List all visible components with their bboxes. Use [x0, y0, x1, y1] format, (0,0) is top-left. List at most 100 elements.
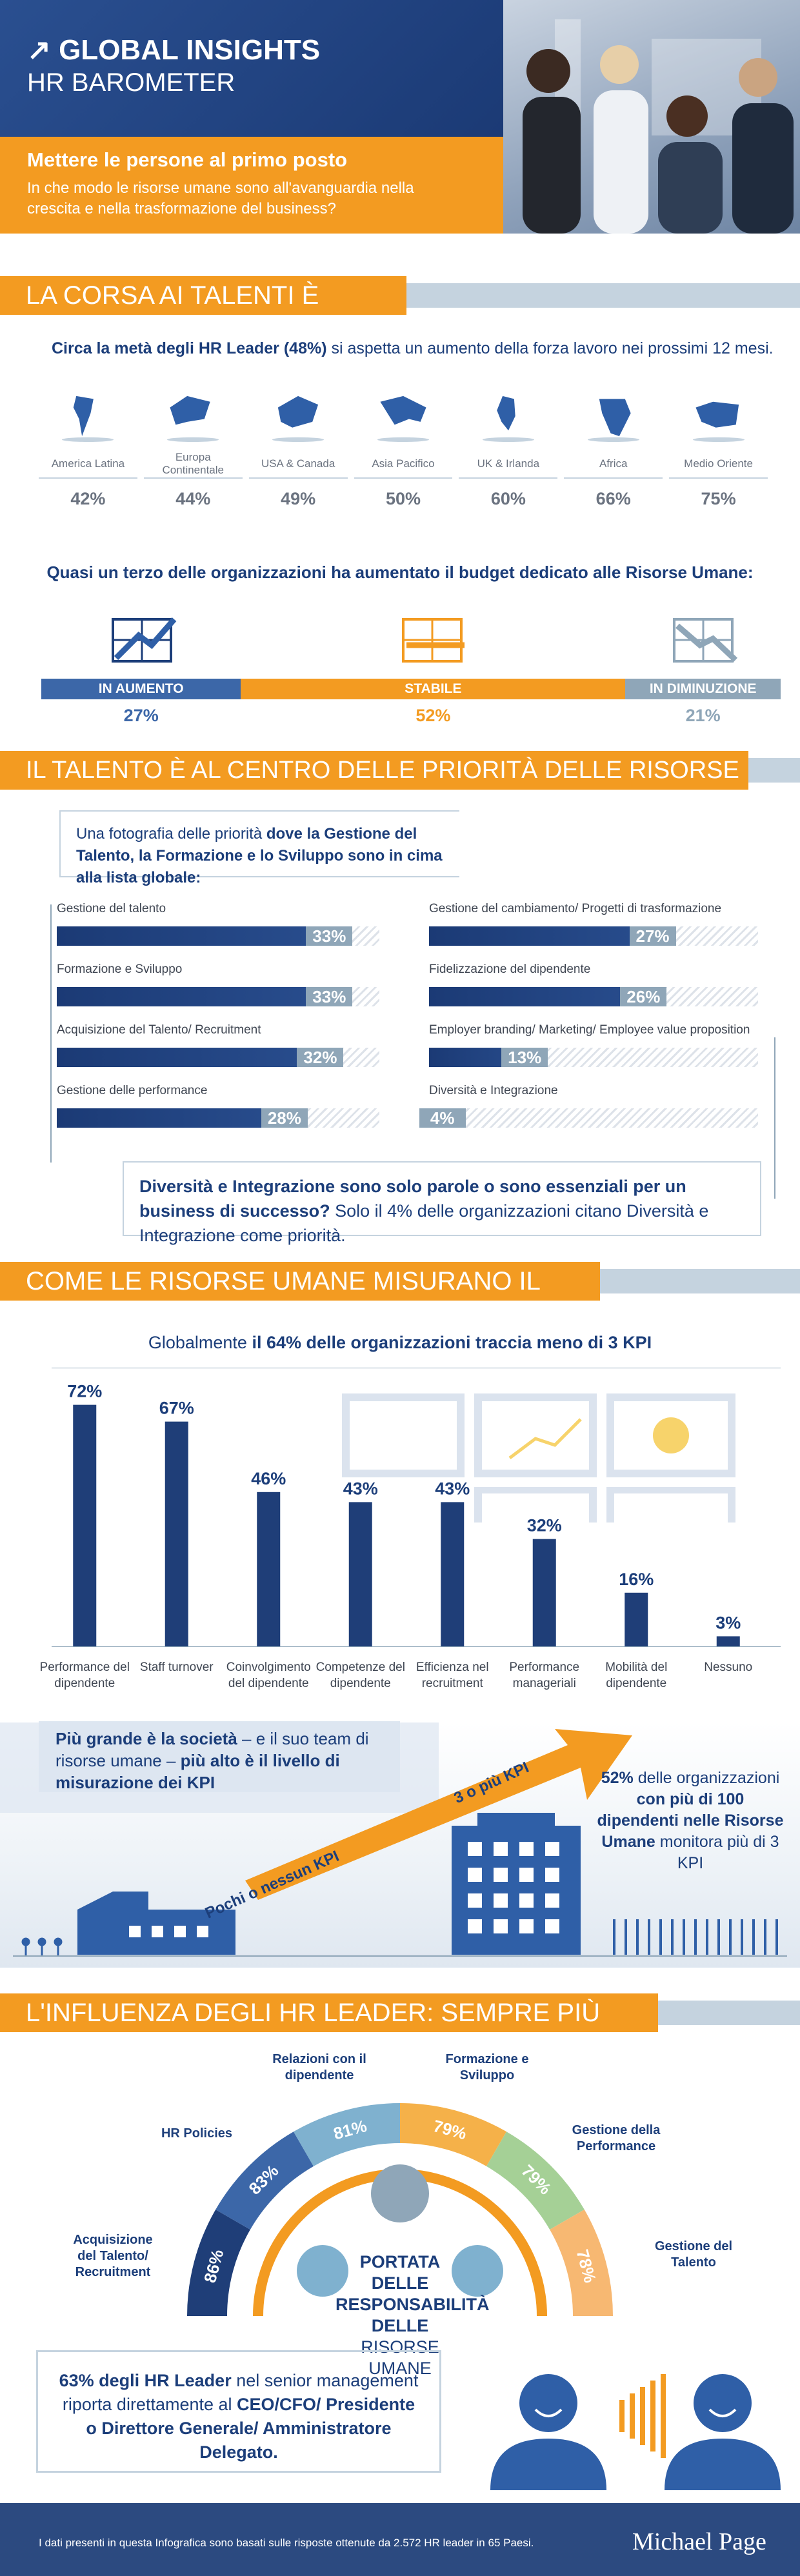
reporting-note: 63% degli HR Leader nel senior managemen… [36, 2350, 441, 2473]
priority-label: Gestione delle performance [57, 1084, 208, 1097]
s1-intro-rest: si aspetta un aumento della forza lavoro… [326, 339, 774, 357]
priority-value: 4% [419, 1108, 466, 1128]
section-title-tail [600, 1269, 800, 1293]
priorities-intro: Una fotografia delle priorità dove la Ge… [59, 810, 459, 886]
region-item: America Latina 42% [39, 390, 137, 509]
section-title: COME LE RISORSE UMANE MISURANO IL SUCCES… [0, 1262, 600, 1334]
kpi-lead-plain: Globalmente [148, 1333, 252, 1352]
intro-bold: dove la Gestione del Talento, la Formazi… [76, 825, 443, 886]
region-item: Asia Pacifico 50% [354, 390, 453, 509]
kpi-bar-value: 46% [251, 1469, 286, 1488]
region-item: Africa 66% [564, 390, 663, 509]
section-title-tail [658, 2001, 800, 2025]
kpi-bar-chart: 72% 67% 46% 43% 43% 32% 16% 3% [67, 1382, 741, 1646]
region-map-icon [692, 401, 745, 442]
hr-team-stat: 52% delle organizzazioni con più di 100 … [594, 1768, 787, 1874]
region-map-icon [62, 395, 114, 442]
region-name: UK & Irlanda [459, 450, 558, 479]
region-name: Africa [564, 450, 663, 479]
kpi-category: Competenze del dipendente [315, 1661, 405, 1690]
arrow-up-right-icon: ↗ [27, 34, 51, 66]
growth-illustration: Pochi o nessun KPI 3 o più KPI 52% delle… [0, 1722, 800, 1968]
kpi-category: Staff turnover [139, 1661, 214, 1674]
kpi-bar [73, 1404, 97, 1646]
priority-label: Gestione del cambiamento/ Progetti di tr… [429, 902, 722, 915]
region-value: 75% [701, 489, 736, 508]
arc-label: Gestione della Performance [572, 2123, 661, 2153]
region-item: USA & Canada 49% [248, 390, 348, 509]
budget-values: 27% 52% 21% [41, 706, 781, 728]
region-value: 50% [385, 489, 421, 508]
company-size-note: Più grande è la società – e il suo team … [39, 1721, 400, 1792]
arc-segment [550, 2210, 613, 2316]
priority-fill [57, 926, 353, 946]
priority-value: 33% [306, 987, 353, 1006]
budget-bar: IN AUMENTO STABILE IN DIMINUZIONE [41, 679, 781, 699]
footer-note: I dati presenti in questa Infografica so… [39, 2537, 534, 2549]
chart-flat-icon [400, 610, 471, 671]
chart-up-icon [110, 610, 181, 671]
priority-track: 33% [57, 926, 379, 946]
region-value: 44% [175, 489, 211, 508]
kpi-category-labels: Performance del dipendente Staff turnover… [39, 1659, 774, 1730]
priority-label: Gestione del talento [57, 902, 166, 915]
s1-intro: Circa la metà degli HR Leader (48%) si a… [52, 339, 774, 358]
region-name: Medio Oriente [669, 450, 768, 479]
header-subtitle: HR BAROMETER [27, 68, 235, 97]
section-title-tail [406, 283, 800, 308]
budget-segment: IN DIMINUZIONE [625, 679, 781, 699]
arc-segment [215, 2132, 314, 2230]
priority-value: 33% [306, 926, 353, 946]
intro-plain: Una fotografia delle priorità [76, 825, 266, 843]
kpi-category: Nessuno [704, 1661, 753, 1674]
region-name: Asia Pacifico [354, 450, 453, 479]
note-b: – e il suo team di risorse umane – [55, 1729, 369, 1770]
kpi-bar [257, 1492, 281, 1646]
region-item: UK & Irlanda 60% [459, 390, 558, 509]
stat-value: 52% [601, 1769, 634, 1787]
priority-value: 32% [297, 1048, 344, 1067]
priority-track: 27% [429, 926, 758, 946]
priority-list-right: Gestione del cambiamento/ Progetti di tr… [419, 902, 765, 1141]
s1-intro-bold: Circa la metà degli HR Leader (48%) [52, 339, 327, 357]
region-list: America Latina 42% Europa Continentale 44% U… [39, 390, 774, 532]
stat-end: monitora più di 3 KPI [655, 1833, 779, 1872]
region-map-icon [167, 395, 219, 442]
responsibility-arc: 86%83%81% 79%79%78% [187, 2103, 613, 2317]
budget-segment: STABILE [241, 679, 626, 699]
region-map-icon [377, 395, 429, 442]
header-photo [503, 0, 800, 234]
region-value: 60% [490, 489, 526, 508]
chart-baseline [52, 1646, 781, 1647]
priority-fill [57, 1048, 344, 1067]
kpi-bar-value: 72% [67, 1382, 102, 1401]
arc-label: Gestione del Talento [654, 2239, 733, 2270]
box-a: 63% degli HR Leader [59, 2371, 232, 2390]
kpi-bar-value: 43% [343, 1479, 378, 1498]
arc-labels: Acquisizione del Talento/ Recruitment HR … [0, 2045, 800, 2303]
title-row: ↗ GLOBAL INSIGHTS [27, 34, 320, 66]
section-title: L'INFLUENZA DEGLI HR LEADER: SEMPRE PIÙ … [0, 1993, 658, 2066]
kpi-bar-value: 32% [527, 1516, 562, 1535]
note-c: più alto è il livello di misurazione dei… [55, 1751, 340, 1792]
priority-value: 26% [620, 987, 667, 1006]
stat-plain: delle organizzazioni [633, 1769, 780, 1787]
priority-fill [57, 987, 353, 1006]
arc-segment [400, 2103, 506, 2166]
center-a: PORTATA DELLE RESPONSABILITÀ [335, 2252, 490, 2314]
region-item: Medio Oriente 75% [669, 390, 768, 509]
kpi-bar [348, 1502, 372, 1646]
kpi-bar [441, 1502, 465, 1646]
stat-bold: con più di 100 dipendenti nelle Risorse … [597, 1790, 784, 1851]
section-title-tail [748, 758, 800, 783]
kpi-category: Performance del dipendente [39, 1661, 130, 1690]
kpi-bar-value: 16% [619, 1570, 654, 1589]
arc-center-label: PORTATA DELLE RESPONSABILITÀ DELLE RISORS… [335, 2252, 490, 2379]
kpi-category: Coinvolgimento del dipendente [226, 1661, 311, 1690]
connector-right [774, 1037, 775, 1199]
arc-label: Formazione e Sviluppo [445, 2052, 529, 2082]
connector-left [50, 904, 52, 1163]
center-b: DELLE [371, 2316, 429, 2335]
kpi-bar-value: 67% [159, 1399, 194, 1418]
